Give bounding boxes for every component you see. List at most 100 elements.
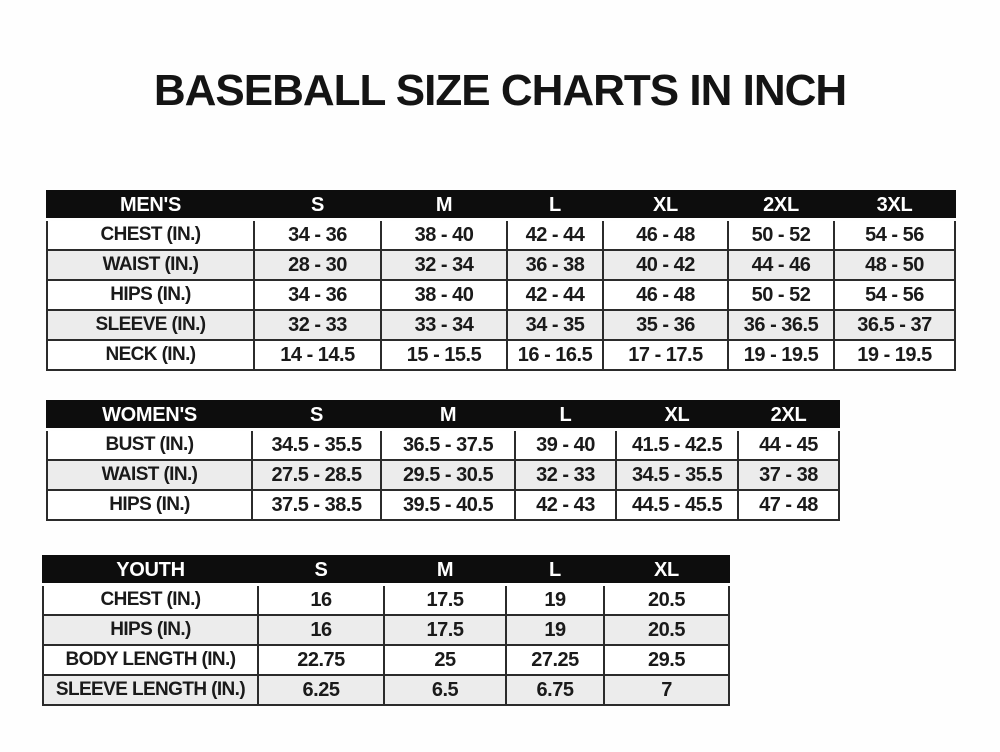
mens-size-value-cell: 46 - 48	[602, 279, 729, 311]
mens-size-value-cell: 19 - 19.5	[833, 339, 956, 371]
mens-group-header-cell: MEN'S	[46, 190, 255, 221]
womens-size-header-cell: 2XL	[737, 400, 840, 431]
mens-size-value-cell: 46 - 48	[602, 218, 729, 251]
mens-size-value-cell: 42 - 44	[506, 218, 604, 251]
womens-size-value-cell: 29.5 - 30.5	[380, 459, 516, 491]
youth-size-header-cell: S	[257, 555, 385, 586]
youth-size-value-cell: 25	[383, 644, 507, 676]
mens-size-value-cell: 38 - 40	[380, 279, 508, 311]
womens-size-header-cell: XL	[615, 400, 739, 431]
mens-size-value-cell: 36 - 38	[506, 249, 604, 281]
mens-size-header-cell: L	[506, 190, 604, 221]
youth-row-label-cell: SLEEVE LENGTH (IN.)	[42, 674, 259, 706]
womens-size-value-cell: 39 - 40	[514, 428, 617, 461]
youth-size-header-cell: L	[505, 555, 605, 586]
mens-measurement-row: HIPS (IN.) 34 - 36 38 - 40 42 - 44 46 - 48 50…	[46, 279, 956, 311]
mens-size-value-cell: 50 - 52	[727, 279, 835, 311]
youth-measurement-row: BODY LENGTH (IN.) 22.75 25 27.25 29.5	[42, 644, 730, 676]
youth-measurement-row: CHEST (IN.) 16 17.5 19 20.5	[42, 583, 730, 616]
youth-size-value-cell: 6.5	[383, 674, 507, 706]
youth-size-value-cell: 6.25	[257, 674, 385, 706]
mens-size-value-cell: 54 - 56	[833, 218, 956, 251]
womens-row-label-cell: BUST (IN.)	[46, 428, 253, 461]
womens-size-value-cell: 32 - 33	[514, 459, 617, 491]
mens-row-label-cell: NECK (IN.)	[46, 339, 255, 371]
mens-row-label-cell: WAIST (IN.)	[46, 249, 255, 281]
womens-size-value-cell: 44 - 45	[737, 428, 840, 461]
mens-size-header-cell: 2XL	[727, 190, 835, 221]
mens-size-header-cell: 3XL	[833, 190, 956, 221]
youth-size-value-cell: 19	[505, 614, 605, 646]
mens-measurement-row: NECK (IN.) 14 - 14.5 15 - 15.5 16 - 16.5 17 …	[46, 339, 956, 371]
mens-row-label-cell: CHEST (IN.)	[46, 218, 255, 251]
mens-size-value-cell: 48 - 50	[833, 249, 956, 281]
youth-size-value-cell: 27.25	[505, 644, 605, 676]
youth-size-header-cell: XL	[603, 555, 730, 586]
womens-size-value-cell: 47 - 48	[737, 489, 840, 521]
mens-size-value-cell: 40 - 42	[602, 249, 729, 281]
womens-size-header-cell: L	[514, 400, 617, 431]
youth-size-value-cell: 29.5	[603, 644, 730, 676]
womens-size-value-cell: 37 - 38	[737, 459, 840, 491]
mens-size-value-cell: 32 - 33	[253, 309, 382, 341]
womens-measurement-row: BUST (IN.) 34.5 - 35.5 36.5 - 37.5 39 - 40 4…	[46, 428, 840, 461]
youth-row-label-cell: CHEST (IN.)	[42, 583, 259, 616]
womens-row-label-cell: WAIST (IN.)	[46, 459, 253, 491]
mens-size-value-cell: 17 - 17.5	[602, 339, 729, 371]
youth-size-value-cell: 6.75	[505, 674, 605, 706]
womens-row-label-cell: HIPS (IN.)	[46, 489, 253, 521]
youth-measurement-row: HIPS (IN.) 16 17.5 19 20.5	[42, 614, 730, 646]
mens-size-value-cell: 34 - 36	[253, 218, 382, 251]
mens-size-value-cell: 35 - 36	[602, 309, 729, 341]
womens-size-value-cell: 44.5 - 45.5	[615, 489, 739, 521]
mens-size-value-cell: 54 - 56	[833, 279, 956, 311]
womens-measurement-row: WAIST (IN.) 27.5 - 28.5 29.5 - 30.5 32 - 33…	[46, 459, 840, 491]
womens-size-value-cell: 42 - 43	[514, 489, 617, 521]
youth-size-value-cell: 7	[603, 674, 730, 706]
mens-size-header-cell: M	[380, 190, 508, 221]
youth-group-header-cell: YOUTH	[42, 555, 259, 586]
youth-row-label-cell: BODY LENGTH (IN.)	[42, 644, 259, 676]
mens-row-label-cell: SLEEVE (IN.)	[46, 309, 255, 341]
mens-size-value-cell: 34 - 36	[253, 279, 382, 311]
mens-header-row: MEN'S S M L XL 2XL 3XL	[46, 190, 956, 221]
mens-size-value-cell: 15 - 15.5	[380, 339, 508, 371]
womens-size-value-cell: 37.5 - 38.5	[251, 489, 382, 521]
mens-size-header-cell: XL	[602, 190, 729, 221]
womens-size-table: WOMEN'S S M L XL 2XL BUST (IN.) 34.5 - 35.5 36.5…	[46, 400, 840, 521]
mens-size-value-cell: 36 - 36.5	[727, 309, 835, 341]
page-title: BASEBALL SIZE CHARTS IN INCH	[153, 66, 847, 115]
youth-size-header-cell: M	[383, 555, 507, 586]
youth-size-value-cell: 17.5	[383, 614, 507, 646]
mens-size-table: MEN'S S M L XL 2XL 3XL CHEST (IN.) 34 - 36 38 - 4…	[46, 190, 956, 371]
womens-measurement-row: HIPS (IN.) 37.5 - 38.5 39.5 - 40.5 42 - 43 4…	[46, 489, 840, 521]
youth-size-value-cell: 16	[257, 583, 385, 616]
mens-size-value-cell: 42 - 44	[506, 279, 604, 311]
youth-size-value-cell: 17.5	[383, 583, 507, 616]
womens-size-header-cell: S	[251, 400, 382, 431]
mens-size-value-cell: 33 - 34	[380, 309, 508, 341]
mens-size-value-cell: 38 - 40	[380, 218, 508, 251]
mens-measurement-row: SLEEVE (IN.) 32 - 33 33 - 34 34 - 35 35 - 36…	[46, 309, 956, 341]
youth-size-table: YOUTH S M L XL CHEST (IN.) 16 17.5 19 20.5 HIPS (I…	[42, 555, 730, 706]
youth-size-value-cell: 16	[257, 614, 385, 646]
youth-size-value-cell: 20.5	[603, 614, 730, 646]
womens-size-value-cell: 41.5 - 42.5	[615, 428, 739, 461]
womens-size-value-cell: 27.5 - 28.5	[251, 459, 382, 491]
mens-size-value-cell: 36.5 - 37	[833, 309, 956, 341]
womens-size-value-cell: 34.5 - 35.5	[251, 428, 382, 461]
mens-size-value-cell: 34 - 35	[506, 309, 604, 341]
mens-row-label-cell: HIPS (IN.)	[46, 279, 255, 311]
youth-size-value-cell: 19	[505, 583, 605, 616]
womens-size-value-cell: 39.5 - 40.5	[380, 489, 516, 521]
mens-measurement-row: WAIST (IN.) 28 - 30 32 - 34 36 - 38 40 - 42 4…	[46, 249, 956, 281]
mens-size-value-cell: 16 - 16.5	[506, 339, 604, 371]
womens-size-value-cell: 36.5 - 37.5	[380, 428, 516, 461]
mens-size-header-cell: S	[253, 190, 382, 221]
youth-size-value-cell: 22.75	[257, 644, 385, 676]
womens-size-value-cell: 34.5 - 35.5	[615, 459, 739, 491]
youth-row-label-cell: HIPS (IN.)	[42, 614, 259, 646]
mens-size-value-cell: 14 - 14.5	[253, 339, 382, 371]
youth-size-value-cell: 20.5	[603, 583, 730, 616]
